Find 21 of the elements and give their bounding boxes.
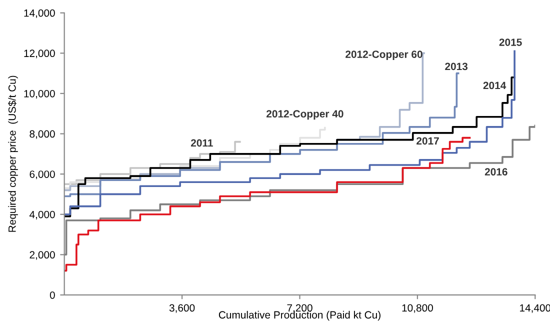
series-label: 2015: [499, 38, 522, 46]
x-tick-label: 3,600: [169, 304, 195, 313]
y-tick-label: 10,000: [24, 90, 55, 99]
y-tick-label: 2,000: [30, 251, 55, 260]
y-axis-title: Required copper price (US$/t Cu): [8, 76, 18, 232]
x-tick-label: 10,800: [402, 304, 433, 313]
y-tick-label: 8,000: [30, 130, 55, 139]
x-axis-title: Cumulative Production (Paid kt Cu): [218, 310, 380, 321]
y-tick-label: 14,000: [24, 9, 55, 18]
series-label: 2014: [483, 82, 506, 90]
series-label: 2012-Copper 60: [346, 50, 422, 60]
series-label: 2012-Copper 40: [266, 110, 344, 120]
series-label: 2016: [484, 168, 508, 176]
series-label: 2017: [416, 137, 439, 145]
y-tick-label: 0: [50, 291, 55, 299]
y-tick-label: 6,000: [30, 170, 55, 180]
y-tick-label: 12,000: [24, 50, 55, 58]
series-label: 2013: [445, 62, 468, 70]
series-label: 2011: [190, 139, 213, 147]
x-tick-label: 7,200: [287, 304, 312, 313]
y-tick-label: 4,000: [29, 210, 55, 220]
